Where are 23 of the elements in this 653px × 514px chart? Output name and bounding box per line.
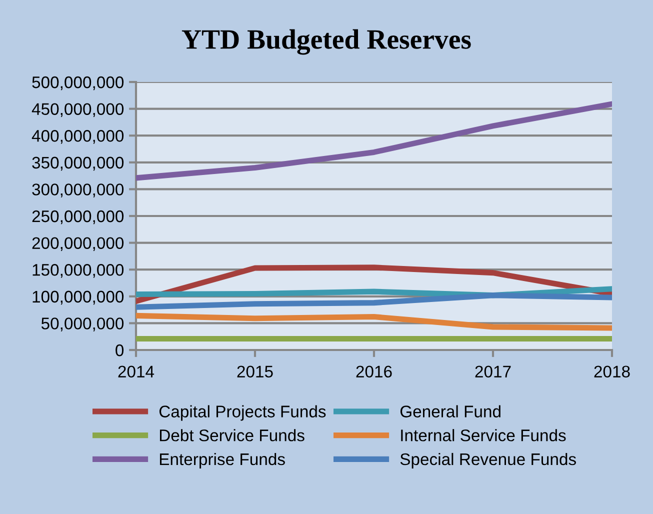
y-tick-label: 500,000,000 [32,76,124,90]
x-tick-label: 2018 [594,366,630,378]
y-tick-label: 200,000,000 [32,237,124,251]
legend-label: Internal Service Funds [401,429,566,442]
x-tick-label: 2014 [118,366,154,378]
x-tick-label: 2015 [237,366,273,378]
legend-label: Special Revenue Funds [400,452,576,468]
y-tick-label: 450,000,000 [32,103,124,117]
x-tick-label: 2017 [475,366,511,378]
y-tick-label: 300,000,000 [32,184,124,198]
y-tick-label: 250,000,000 [32,210,124,224]
y-tick-label: 0 [116,344,124,356]
chart-title: YTD Budgeted Reserves [182,29,471,55]
legend-label: Enterprise Funds [160,452,285,468]
y-tick-label: 100,000,000 [32,290,124,305]
y-tick-label: 350,000,000 [32,156,124,171]
legend-label: General Fund [400,405,500,418]
y-tick-label: 400,000,000 [32,130,124,144]
y-tick-label: 150,000,000 [32,264,124,278]
legend-label: Debt Service Funds [160,429,304,442]
x-tick-label: 2016 [356,366,392,378]
y-tick-label: 50,000,000 [41,318,124,332]
legend-label: Capital Projects Funds [159,405,326,421]
